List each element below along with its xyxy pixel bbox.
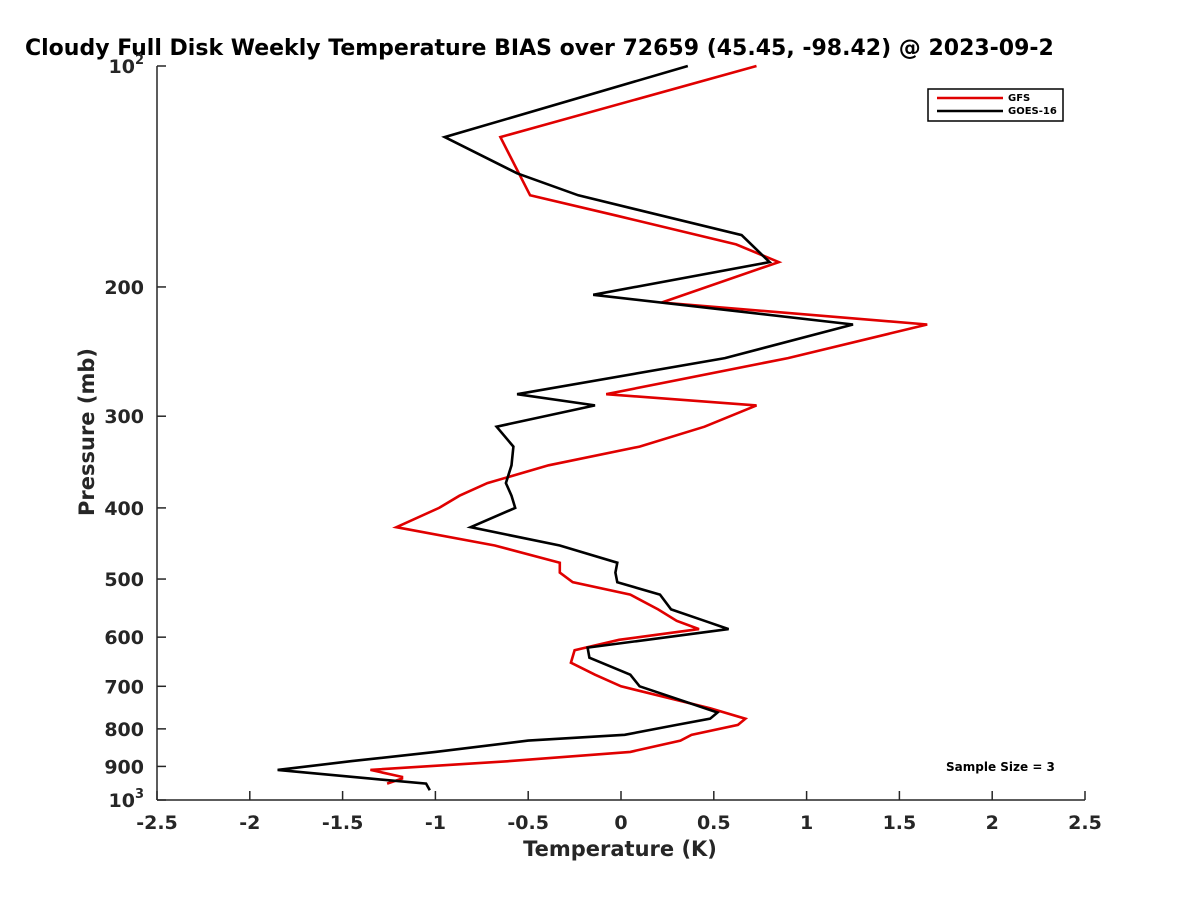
y-tick-label: 700	[104, 676, 144, 698]
y-tick-label: 500	[104, 569, 144, 591]
y-tick-label: 900	[104, 756, 144, 778]
series-line-gfs	[370, 64, 928, 785]
chart-title: Cloudy Full Disk Weekly Temperature BIAS…	[25, 36, 1054, 61]
legend-box	[927, 88, 1064, 122]
legend-label-goes16: GOES-16	[1008, 106, 1057, 117]
x-axis-label: Temperature (K)	[523, 837, 717, 861]
y-tick-label: 400	[104, 498, 144, 520]
x-tick-label: 2.5	[1068, 812, 1102, 834]
x-tick-label: -1.5	[322, 812, 364, 834]
x-tick-label: 1	[800, 812, 813, 834]
x-tick-label: -0.5	[507, 812, 549, 834]
legend: GFS GOES-16	[927, 88, 1064, 122]
y-tick-label: 300	[104, 406, 144, 428]
x-tick-label: 2	[986, 812, 999, 834]
y-axis-label: Pressure (mb)	[75, 348, 99, 516]
series-layer	[277, 64, 928, 791]
x-tick-label: -2	[239, 812, 260, 834]
legend-label-gfs: GFS	[1008, 93, 1030, 104]
x-tick-label: 0.5	[697, 812, 731, 834]
y-tick-label: 102	[109, 53, 145, 78]
x-tick-label: -2.5	[136, 812, 178, 834]
y-tick-label: 103	[109, 787, 145, 812]
y-tick-label: 200	[104, 277, 144, 299]
axes: -2.5 -2 -1.5 -1 -0.5 0 0.5 1 1.5 2 2.5 102 200 300 400…	[104, 53, 1102, 834]
y-tick-label: 600	[104, 627, 144, 649]
y-tick-label: 800	[104, 719, 144, 741]
x-tick-label: 1.5	[883, 812, 917, 834]
sample-size-annotation: Sample Size = 3	[946, 760, 1055, 774]
series-line-goes16	[277, 64, 854, 791]
x-tick-label: 0	[614, 812, 627, 834]
x-tick-label: -1	[425, 812, 446, 834]
